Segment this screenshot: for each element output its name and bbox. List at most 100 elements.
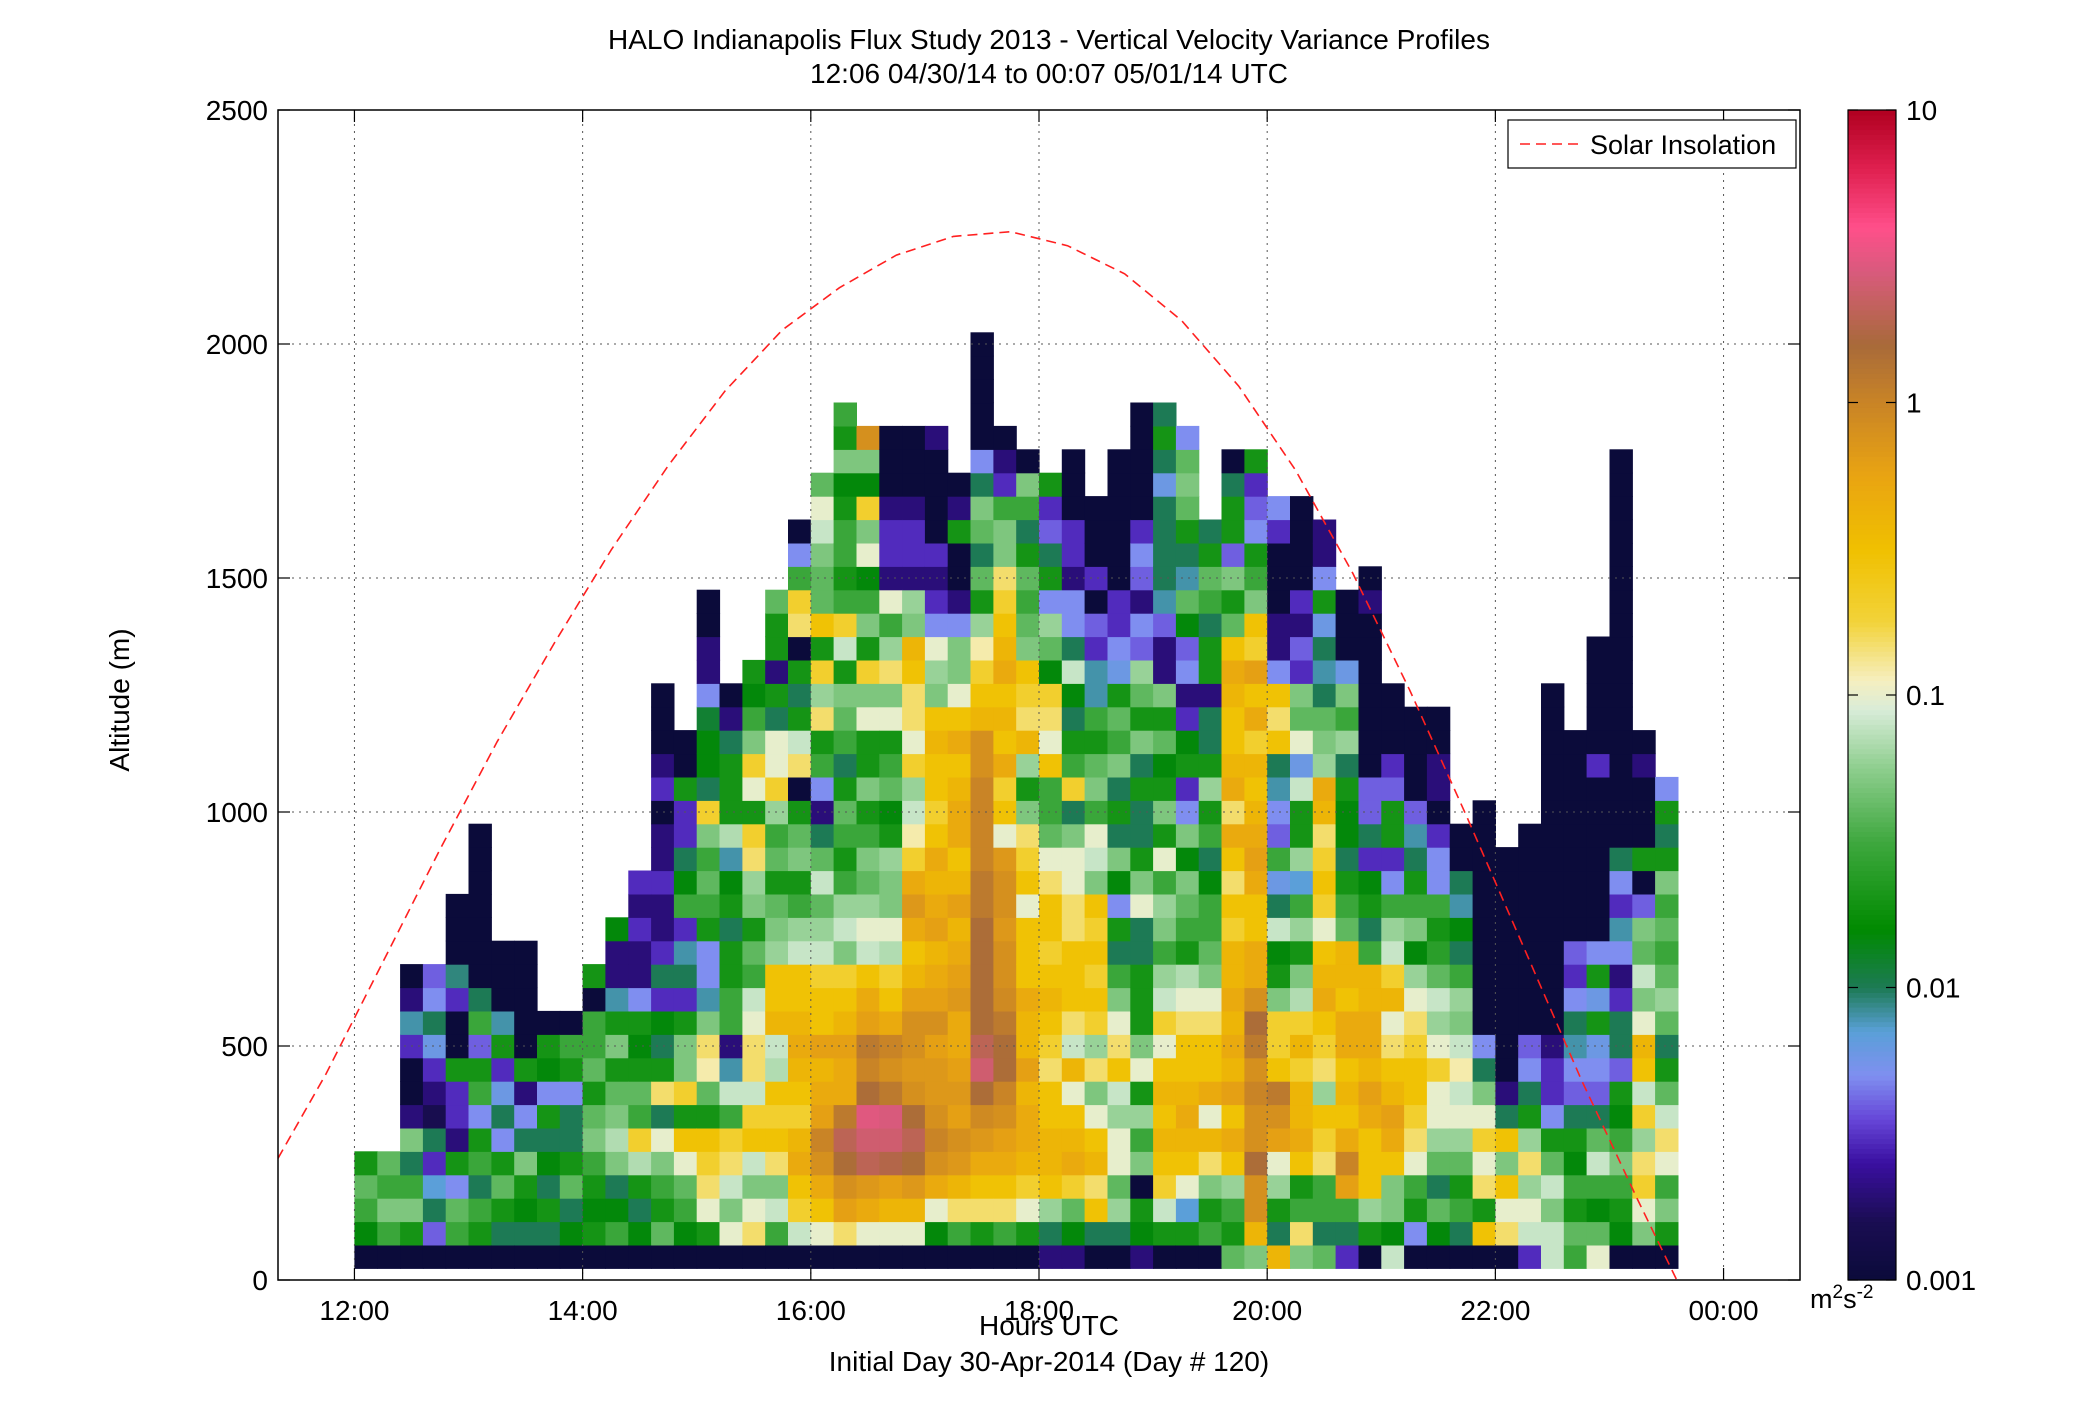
heatmap-cell bbox=[1426, 1151, 1451, 1176]
colorbar-segment bbox=[1848, 417, 1896, 423]
heatmap-cell bbox=[810, 659, 835, 684]
heatmap-cell bbox=[1518, 987, 1542, 1012]
units-exp2: -2 bbox=[1856, 1282, 1874, 1303]
heatmap-cell bbox=[719, 964, 743, 989]
heatmap-cell bbox=[1472, 1010, 1496, 1035]
heatmap-cell bbox=[1267, 800, 1291, 825]
heatmap-cell bbox=[1267, 987, 1291, 1012]
heatmap-cell bbox=[1586, 940, 1610, 965]
heatmap-cell bbox=[993, 589, 1017, 614]
heatmap-cell bbox=[1198, 753, 1223, 778]
heatmap-cell bbox=[696, 1198, 721, 1223]
heatmap-cell bbox=[1221, 1244, 1245, 1269]
heatmap-cell bbox=[1039, 566, 1063, 591]
heatmap-cell bbox=[400, 1057, 424, 1082]
heatmap-cell bbox=[1084, 1104, 1108, 1129]
heatmap-cell bbox=[1061, 730, 1086, 755]
heatmap-cell bbox=[765, 1221, 789, 1246]
heatmap-cell bbox=[651, 1127, 675, 1152]
heatmap-cell bbox=[651, 1104, 675, 1129]
heatmap-cell bbox=[765, 776, 789, 801]
heatmap-cell bbox=[902, 1151, 926, 1176]
colorbar-segment bbox=[1848, 158, 1896, 165]
heatmap-cell bbox=[1039, 542, 1063, 567]
heatmap-cell bbox=[856, 589, 880, 614]
heatmap-cell bbox=[651, 706, 675, 731]
heatmap-cell bbox=[1404, 706, 1428, 731]
heatmap-cell bbox=[468, 1104, 492, 1129]
heatmap-cell bbox=[673, 917, 698, 942]
heatmap-cell bbox=[673, 1221, 698, 1246]
heatmap-cell bbox=[1153, 659, 1177, 684]
heatmap-cell bbox=[1084, 1244, 1108, 1269]
colorbar-segment bbox=[1848, 870, 1896, 876]
heatmap-cell bbox=[810, 800, 835, 825]
heatmap-cell bbox=[1472, 940, 1496, 965]
colorbar-segment bbox=[1848, 592, 1896, 599]
heatmap-cell bbox=[1130, 847, 1154, 872]
heatmap-cell bbox=[491, 1057, 515, 1082]
heatmap-cell bbox=[1130, 730, 1154, 755]
heatmap-cell bbox=[1084, 1174, 1108, 1199]
heatmap-cell bbox=[1655, 1151, 1679, 1176]
heatmap-cell bbox=[1632, 1198, 1656, 1223]
heatmap-cell bbox=[970, 706, 994, 731]
colorbar-segment bbox=[1848, 938, 1896, 945]
heatmap-cell bbox=[719, 1104, 743, 1129]
heatmap-cell bbox=[947, 613, 972, 638]
heatmap-cell bbox=[1541, 1198, 1565, 1223]
heatmap-cell bbox=[993, 870, 1017, 895]
heatmap-cell bbox=[1175, 1174, 1200, 1199]
heatmap-cell bbox=[856, 566, 880, 591]
heatmap-cell bbox=[1039, 683, 1063, 708]
heatmap-cell bbox=[788, 589, 812, 614]
heatmap-cell bbox=[1198, 659, 1223, 684]
heatmap-cell bbox=[491, 1104, 515, 1129]
heatmap-cell bbox=[1290, 683, 1314, 708]
heatmap-cell bbox=[788, 893, 812, 918]
heatmap-cell bbox=[902, 1127, 926, 1152]
heatmap-cell bbox=[673, 870, 698, 895]
heatmap-cell bbox=[1221, 987, 1245, 1012]
units-base: m bbox=[1810, 1284, 1833, 1314]
heatmap-cell bbox=[1563, 1151, 1588, 1176]
heatmap-cell bbox=[765, 1081, 789, 1106]
heatmap-cell bbox=[1495, 940, 1519, 965]
heatmap-cell bbox=[924, 893, 949, 918]
colorbar-segment bbox=[1848, 290, 1896, 296]
heatmap-cell bbox=[833, 1198, 857, 1223]
heatmap-cell bbox=[1404, 800, 1428, 825]
heatmap-cell bbox=[856, 683, 880, 708]
heatmap-cell bbox=[765, 1174, 789, 1199]
heatmap-cell bbox=[742, 753, 766, 778]
heatmap-cell bbox=[788, 730, 812, 755]
heatmap-cell bbox=[1655, 893, 1679, 918]
colorbar-segment bbox=[1848, 1075, 1896, 1081]
heatmap-cell bbox=[1290, 706, 1314, 731]
heatmap-cell bbox=[605, 987, 629, 1012]
heatmap-cell bbox=[1655, 1221, 1679, 1246]
colorbar-segment bbox=[1848, 1128, 1896, 1135]
heatmap-cell bbox=[856, 940, 880, 965]
heatmap-cell bbox=[993, 1198, 1017, 1223]
heatmap-cell bbox=[1039, 730, 1063, 755]
heatmap-cell bbox=[1175, 987, 1200, 1012]
y-tick-label: 0 bbox=[252, 1265, 268, 1296]
heatmap-cell bbox=[742, 1174, 766, 1199]
heatmap-cell bbox=[1518, 870, 1542, 895]
colorbar-segment bbox=[1848, 329, 1896, 335]
heatmap-cell bbox=[1016, 730, 1040, 755]
heatmap-cell bbox=[1175, 449, 1200, 474]
x-axis-label: Hours UTC bbox=[978, 1310, 1119, 1341]
heatmap-cell bbox=[1153, 940, 1177, 965]
heatmap-cell bbox=[537, 1151, 561, 1176]
heatmap-cell bbox=[1449, 987, 1474, 1012]
heatmap-cell bbox=[879, 1127, 903, 1152]
heatmap-cell bbox=[1518, 940, 1542, 965]
heatmap-cell bbox=[810, 1244, 835, 1269]
heatmap-cell bbox=[1175, 472, 1200, 497]
heatmap-cell bbox=[1518, 1081, 1542, 1106]
heatmap-cell bbox=[673, 730, 698, 755]
heatmap-cell bbox=[1518, 1174, 1542, 1199]
colorbar-segment bbox=[1848, 1216, 1896, 1223]
